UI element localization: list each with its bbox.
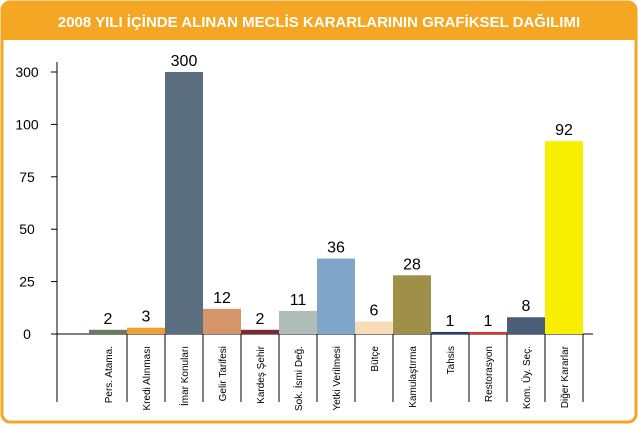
data-label: 2 xyxy=(256,311,265,328)
data-label: 1 xyxy=(446,313,455,330)
bar xyxy=(165,72,203,334)
bar xyxy=(507,317,545,334)
y-tick-label: 25 xyxy=(19,274,35,290)
x-tick-label: Restorasyon xyxy=(484,346,495,402)
bar xyxy=(317,258,355,334)
y-tick-label: 50 xyxy=(19,221,35,237)
data-label: 300 xyxy=(171,53,198,70)
y-tick-label: 75 xyxy=(19,169,35,185)
bar xyxy=(203,308,241,334)
bar xyxy=(355,321,393,334)
y-tick-label: 300 xyxy=(15,64,39,80)
data-label: 11 xyxy=(290,292,307,309)
bar xyxy=(241,329,279,334)
header-fill xyxy=(2,30,636,40)
bar xyxy=(431,331,469,334)
data-label: 28 xyxy=(403,256,421,273)
bar xyxy=(545,141,583,334)
x-tick-label: Gelir Tarifesi xyxy=(218,346,229,401)
data-label: 6 xyxy=(370,302,379,319)
x-tick-label: Kardeş Şehir xyxy=(256,345,267,403)
data-label: 8 xyxy=(522,298,531,315)
data-label: 12 xyxy=(213,290,231,307)
y-tick-label: 0 xyxy=(23,326,31,342)
x-tick-label: Kamulaştırma xyxy=(408,346,419,408)
bar xyxy=(127,327,165,334)
data-label: 3 xyxy=(142,309,151,326)
bar xyxy=(279,310,317,334)
bar xyxy=(89,329,127,334)
data-label: 92 xyxy=(555,122,573,139)
chart-title: 2008 YILI İÇİNDE ALINAN MECLİS KARARLARI… xyxy=(58,13,580,31)
x-tick-label: Pers. Atama. xyxy=(104,346,115,403)
data-label: 36 xyxy=(327,240,345,257)
x-tick-label: Kom. Üy. Seç. xyxy=(521,346,533,409)
x-tick-label: İmar Konuları xyxy=(178,346,191,406)
x-tick-label: Bütçe xyxy=(370,346,381,372)
data-label: 2 xyxy=(104,311,113,328)
x-tick-label: Yetki Verilmesi xyxy=(332,346,343,411)
x-tick-label: Kredi Alınması xyxy=(142,346,153,410)
bar xyxy=(469,331,507,334)
data-label: 1 xyxy=(484,313,493,330)
y-tick-label: 100 xyxy=(15,116,39,132)
x-tick-label: Tahsis xyxy=(446,346,457,374)
bar xyxy=(393,275,431,334)
x-tick-label: Diğer Kararlar xyxy=(560,345,571,408)
x-tick-label: Sok. İsmi Değ. xyxy=(292,346,305,411)
